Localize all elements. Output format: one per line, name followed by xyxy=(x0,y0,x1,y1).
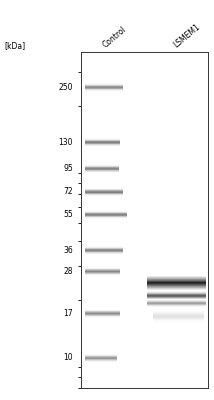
Text: LSMEM1: LSMEM1 xyxy=(171,23,202,50)
Text: 130: 130 xyxy=(58,138,73,147)
Text: 250: 250 xyxy=(58,83,73,92)
Text: 17: 17 xyxy=(63,309,73,318)
Text: 36: 36 xyxy=(63,246,73,255)
Text: 10: 10 xyxy=(63,354,73,362)
Text: 95: 95 xyxy=(63,164,73,173)
Text: 28: 28 xyxy=(63,267,73,276)
Text: Control: Control xyxy=(101,25,128,50)
Text: 72: 72 xyxy=(63,188,73,196)
Text: [kDa]: [kDa] xyxy=(4,41,25,50)
Text: 55: 55 xyxy=(63,210,73,219)
